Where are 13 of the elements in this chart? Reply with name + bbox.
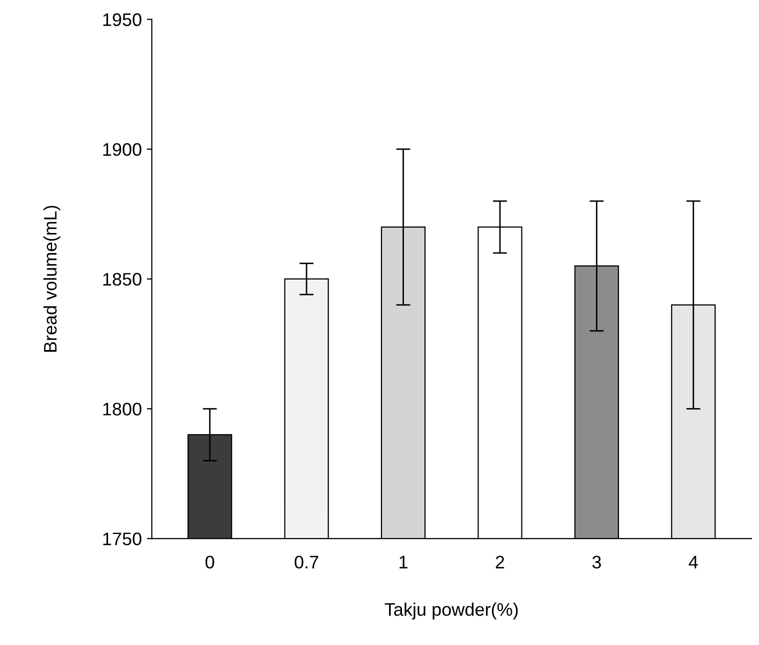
- x-tick-label: 0: [206, 556, 214, 569]
- y-tick-label: 1900: [103, 143, 142, 156]
- x-tick-label: 2: [496, 556, 504, 568]
- y-tick-label: 1750: [103, 532, 142, 546]
- y-tick-label: 1950: [103, 13, 142, 26]
- x-tick-label: 0.7: [294, 556, 318, 569]
- x-tick-label: 4: [688, 556, 698, 568]
- x-axis-title: Takju powder(%): [384, 602, 518, 620]
- x-tick-label: 3: [592, 556, 601, 569]
- x-tick-label: 1: [400, 556, 408, 568]
- y-tick-label: 1850: [103, 272, 142, 286]
- y-tick-label: 1800: [103, 402, 142, 416]
- y-axis-title: Bread volume(mL): [43, 206, 60, 352]
